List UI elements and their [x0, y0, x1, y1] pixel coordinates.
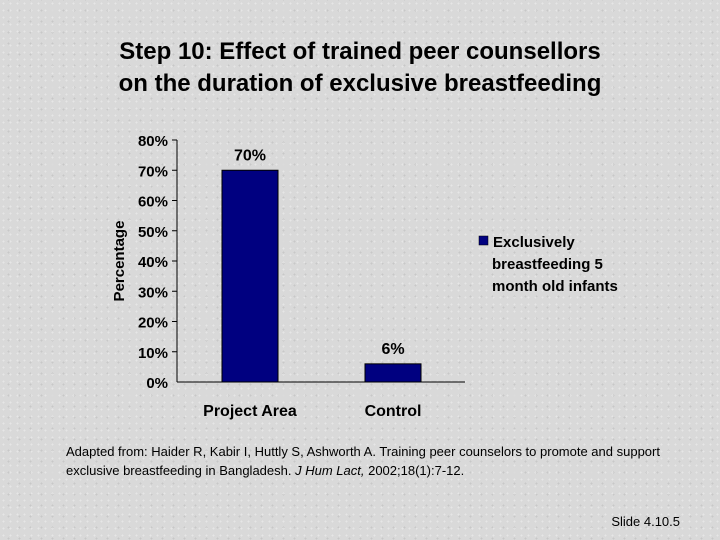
title-line-2: on the duration of exclusive breastfeedi…	[118, 70, 602, 97]
slide-number: Slide 4.10.5	[611, 514, 680, 529]
citation-text: Adapted from: Haider R, Kabir I, Huttly …	[66, 444, 660, 478]
legend-label: Exclusively	[493, 234, 575, 251]
bar-project-area	[221, 169, 279, 383]
slide-title: Step 10: Effect of trained peer counsell…	[40, 36, 680, 100]
legend-label: month old infants	[492, 278, 618, 295]
legend-label: breastfeeding 5	[492, 256, 603, 273]
y-tick-label: 70%	[138, 163, 168, 180]
citation-journal: J Hum Lact,	[295, 463, 365, 478]
legend-swatch	[478, 235, 489, 246]
y-tick-label: 10%	[138, 345, 168, 362]
bar-control	[364, 363, 422, 383]
y-axis-title: Percentage	[111, 221, 128, 302]
citation: Adapted from: Haider R, Kabir I, Huttly …	[66, 442, 676, 480]
x-tick-label: Control	[365, 403, 422, 420]
plot-area: 0% 10% 20% 30% 40% 50% 60% 70% 80% Percentage 70% P…	[111, 133, 618, 420]
y-tick-label: 40%	[138, 254, 168, 271]
data-label: 6%	[381, 341, 404, 358]
y-tick-label: 0%	[146, 375, 168, 392]
y-tick-label: 50%	[138, 224, 168, 241]
y-tick-label: 80%	[138, 133, 168, 150]
y-tick-label: 30%	[138, 284, 168, 301]
citation-details: 2002;18(1):7-12.	[368, 463, 465, 478]
x-tick-label: Project Area	[203, 403, 297, 420]
y-tick-label: 20%	[138, 315, 168, 332]
data-label: 70%	[234, 147, 266, 164]
y-tick-label: 60%	[138, 194, 168, 211]
title-line-1: Step 10: Effect of trained peer counsell…	[119, 38, 601, 65]
